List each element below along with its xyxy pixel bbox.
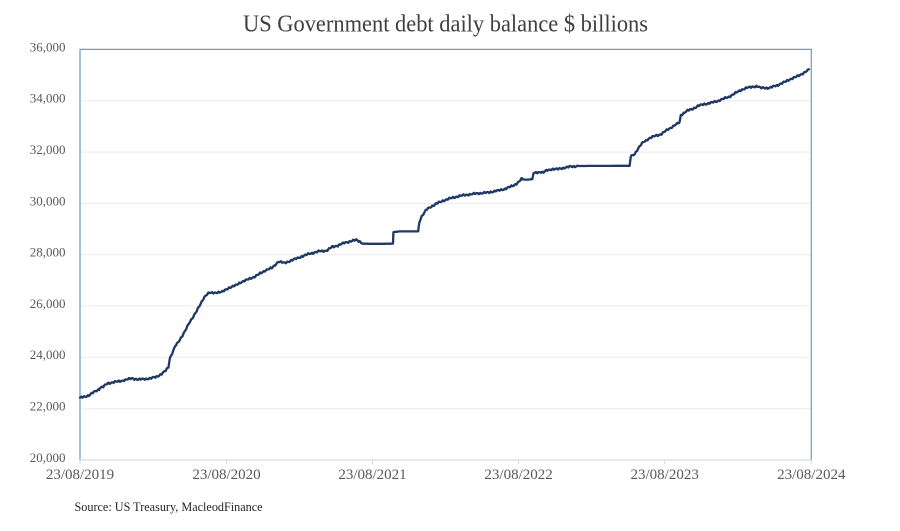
- svg-text:30,000: 30,000: [30, 193, 66, 208]
- svg-text:23/08/2022: 23/08/2022: [484, 467, 552, 483]
- svg-text:26,000: 26,000: [30, 296, 66, 311]
- svg-text:23/08/2024: 23/08/2024: [777, 467, 846, 483]
- svg-text:23/08/2021: 23/08/2021: [338, 467, 406, 483]
- svg-text:20,000: 20,000: [30, 450, 66, 465]
- svg-text:US Government debt daily balan: US Government debt daily balance $ billi…: [243, 11, 648, 38]
- svg-text:23/08/2019: 23/08/2019: [46, 467, 114, 483]
- svg-text:28,000: 28,000: [30, 245, 66, 260]
- svg-text:23/08/2020: 23/08/2020: [192, 467, 260, 483]
- svg-text:34,000: 34,000: [30, 91, 66, 106]
- svg-text:23/08/2023: 23/08/2023: [631, 467, 699, 483]
- svg-text:22,000: 22,000: [30, 399, 66, 414]
- svg-text:24,000: 24,000: [30, 347, 66, 362]
- svg-text:Source: US Treasury, MacleodFi: Source: US Treasury, MacleodFinance: [75, 500, 263, 514]
- svg-text:36,000: 36,000: [30, 39, 66, 54]
- svg-text:32,000: 32,000: [30, 142, 66, 157]
